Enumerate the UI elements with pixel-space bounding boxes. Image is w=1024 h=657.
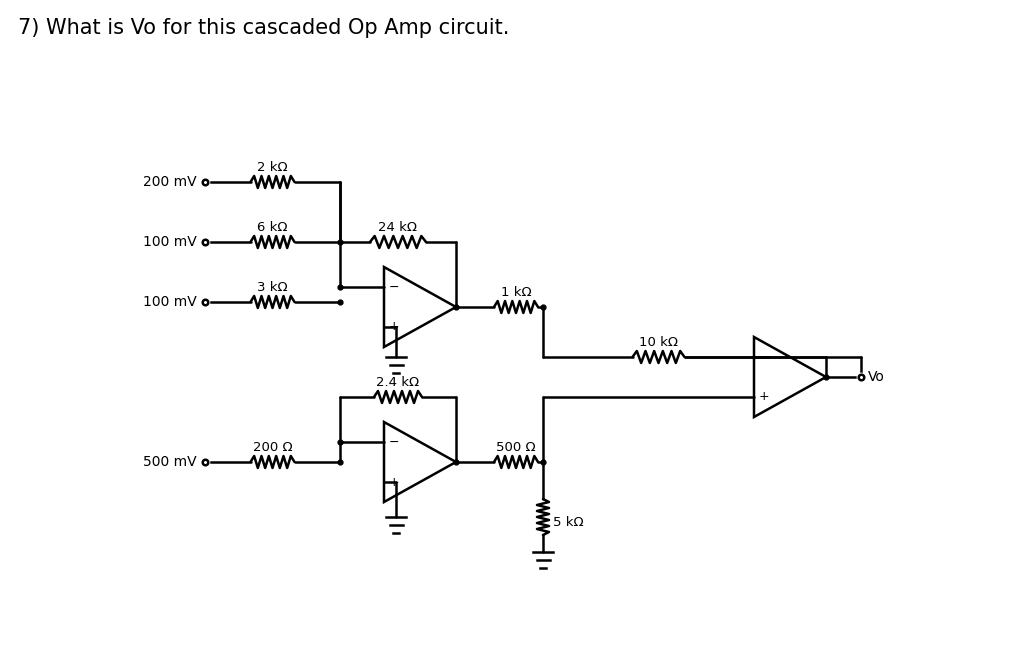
Text: 5 kΩ: 5 kΩ — [553, 516, 584, 528]
Text: −: − — [389, 281, 399, 294]
Text: 2.4 kΩ: 2.4 kΩ — [377, 376, 420, 389]
Text: Vo: Vo — [868, 370, 885, 384]
Text: 10 kΩ: 10 kΩ — [639, 336, 678, 349]
Text: 7) What is Vo for this cascaded Op Amp circuit.: 7) What is Vo for this cascaded Op Amp c… — [18, 18, 509, 38]
Text: 200 mV: 200 mV — [143, 175, 197, 189]
Text: 100 mV: 100 mV — [143, 235, 197, 249]
Text: 24 kΩ: 24 kΩ — [379, 221, 418, 234]
Text: 200 Ω: 200 Ω — [253, 441, 292, 454]
Text: 100 mV: 100 mV — [143, 295, 197, 309]
Text: −: − — [759, 350, 769, 363]
Text: +: + — [759, 390, 769, 403]
Text: +: + — [389, 476, 399, 489]
Text: 1 kΩ: 1 kΩ — [501, 286, 531, 299]
Text: 3 kΩ: 3 kΩ — [257, 281, 288, 294]
Text: 6 kΩ: 6 kΩ — [257, 221, 288, 234]
Text: 500 mV: 500 mV — [143, 455, 197, 469]
Text: 2 kΩ: 2 kΩ — [257, 161, 288, 174]
Text: −: − — [389, 436, 399, 449]
Text: 500 Ω: 500 Ω — [497, 441, 536, 454]
Text: +: + — [389, 321, 399, 334]
